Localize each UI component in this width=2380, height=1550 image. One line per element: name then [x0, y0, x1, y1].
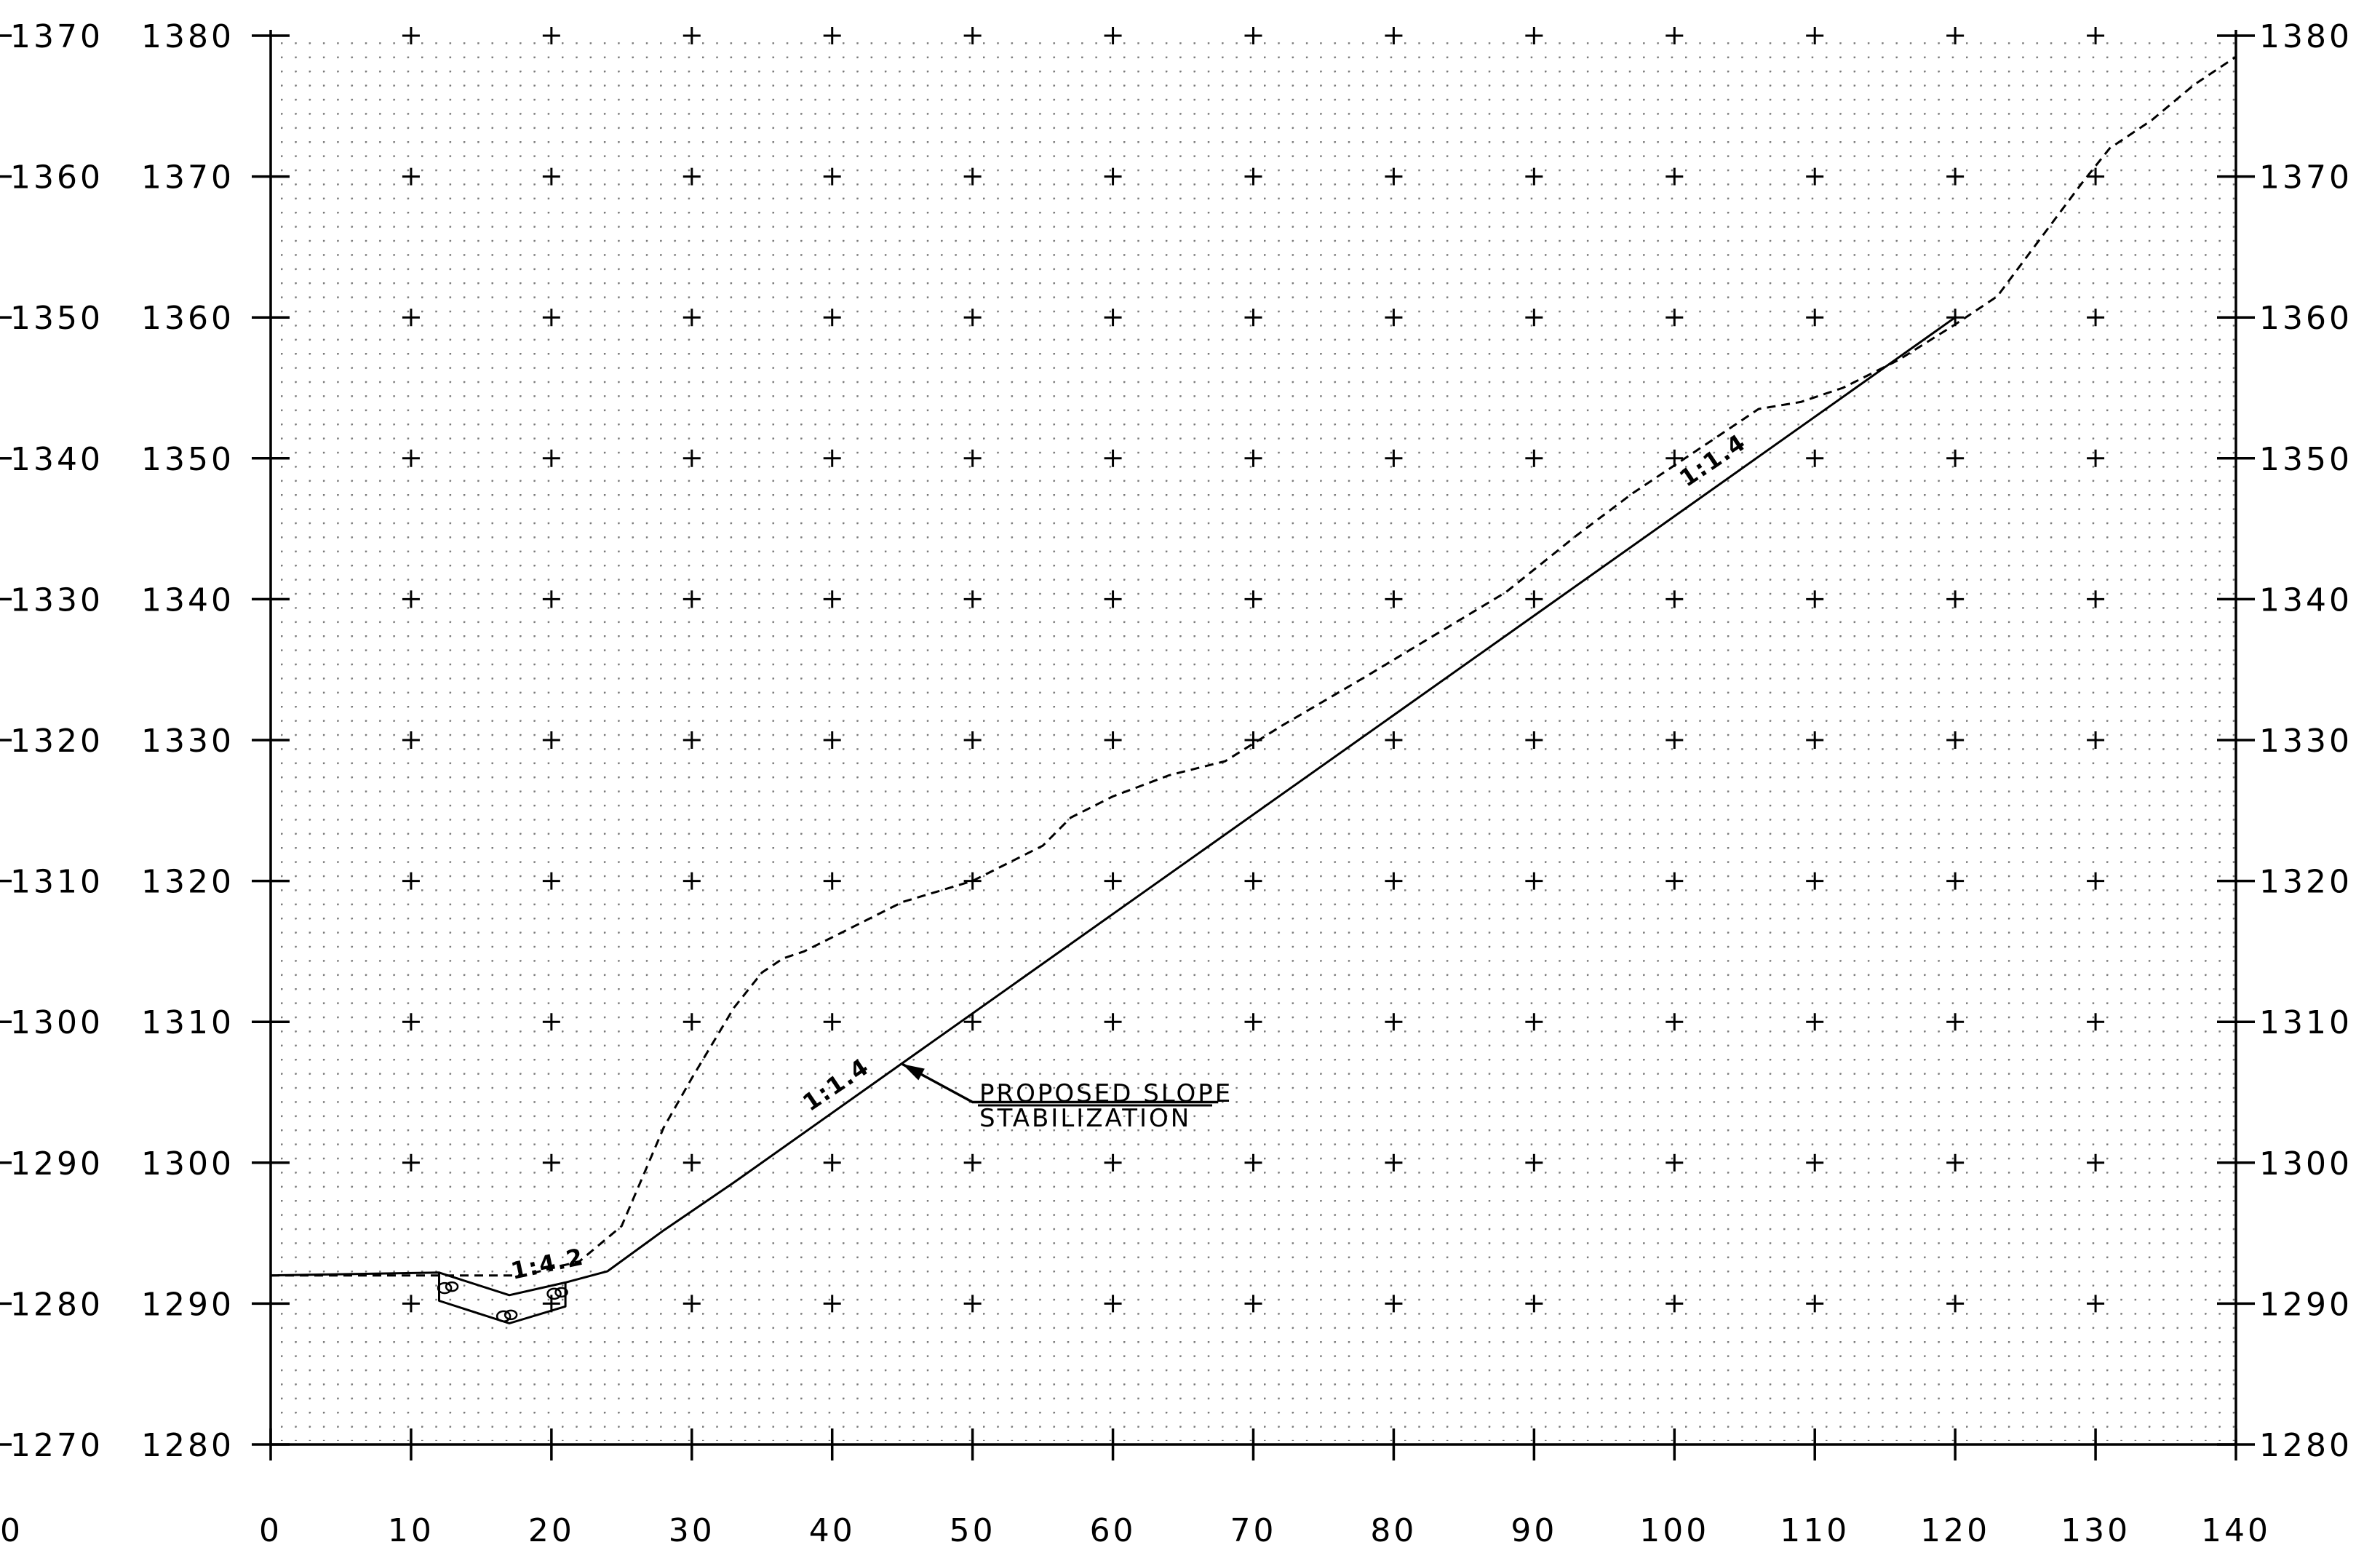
offset-elev-label: 1290: [10, 1145, 103, 1183]
offset-elev-label: 1360: [10, 159, 103, 196]
x-tick-label: 140: [2201, 1512, 2271, 1546]
offset-elev-label: 1330: [10, 581, 103, 619]
offset-elev-label: 1270: [10, 1427, 103, 1464]
offset-elev-label: 1350: [10, 300, 103, 337]
offset-elev-label: 1280: [10, 1286, 103, 1323]
right-elev-label: 1290: [2259, 1286, 2352, 1323]
x-tick-label: 60: [1090, 1512, 1137, 1546]
x-tick-label: 40: [809, 1512, 856, 1546]
right-elev-label: 1280: [2259, 1427, 2352, 1464]
x-tick-label: 90: [1511, 1512, 1557, 1546]
x-tick-label: 10: [388, 1512, 434, 1546]
left-elev-label: 1310: [141, 1004, 234, 1041]
left-elev-label: 1360: [141, 300, 234, 337]
left-elev-label: 1280: [141, 1427, 234, 1464]
right-elev-label: 1300: [2259, 1145, 2352, 1183]
left-elev-label: 1370: [141, 159, 234, 196]
right-elev-label: 1350: [2259, 441, 2352, 478]
left-elev-label: 1380: [141, 18, 234, 55]
offset-elev-label: 1310: [10, 864, 103, 901]
offset-corner-label: 0: [0, 1512, 23, 1546]
offset-elev-label: 1340: [10, 441, 103, 478]
x-tick-label: 100: [1639, 1512, 1709, 1546]
x-tick-label: 80: [1370, 1512, 1417, 1546]
offset-elev-label: 1320: [10, 723, 103, 760]
right-elev-label: 1320: [2259, 864, 2352, 901]
left-elev-label: 1330: [141, 723, 234, 760]
left-elev-label: 1350: [141, 441, 234, 478]
left-elev-label: 1320: [141, 864, 234, 901]
right-elev-label: 1340: [2259, 581, 2352, 619]
right-elev-label: 1380: [2259, 18, 2352, 55]
offset-elev-label: 1300: [10, 1004, 103, 1041]
x-tick-label: 50: [950, 1512, 996, 1546]
x-tick-label: 0: [259, 1512, 282, 1546]
x-tick-label: 20: [528, 1512, 575, 1546]
left-elev-label: 1340: [141, 581, 234, 619]
right-elev-label: 1360: [2259, 300, 2352, 337]
right-elev-label: 1370: [2259, 159, 2352, 196]
right-elev-label: 1330: [2259, 723, 2352, 760]
callout-line2: STABILIZATION: [979, 1104, 1191, 1133]
left-elev-label: 1290: [141, 1286, 234, 1323]
x-tick-label: 130: [2061, 1512, 2130, 1546]
x-tick-label: 110: [1780, 1512, 1850, 1546]
offset-elev-label: 1370: [10, 18, 103, 55]
x-tick-label: 30: [669, 1512, 715, 1546]
left-elev-label: 1300: [141, 1145, 234, 1183]
right-elev-label: 1310: [2259, 1004, 2352, 1041]
x-tick-label: 70: [1230, 1512, 1277, 1546]
x-tick-label: 120: [1920, 1512, 1990, 1546]
